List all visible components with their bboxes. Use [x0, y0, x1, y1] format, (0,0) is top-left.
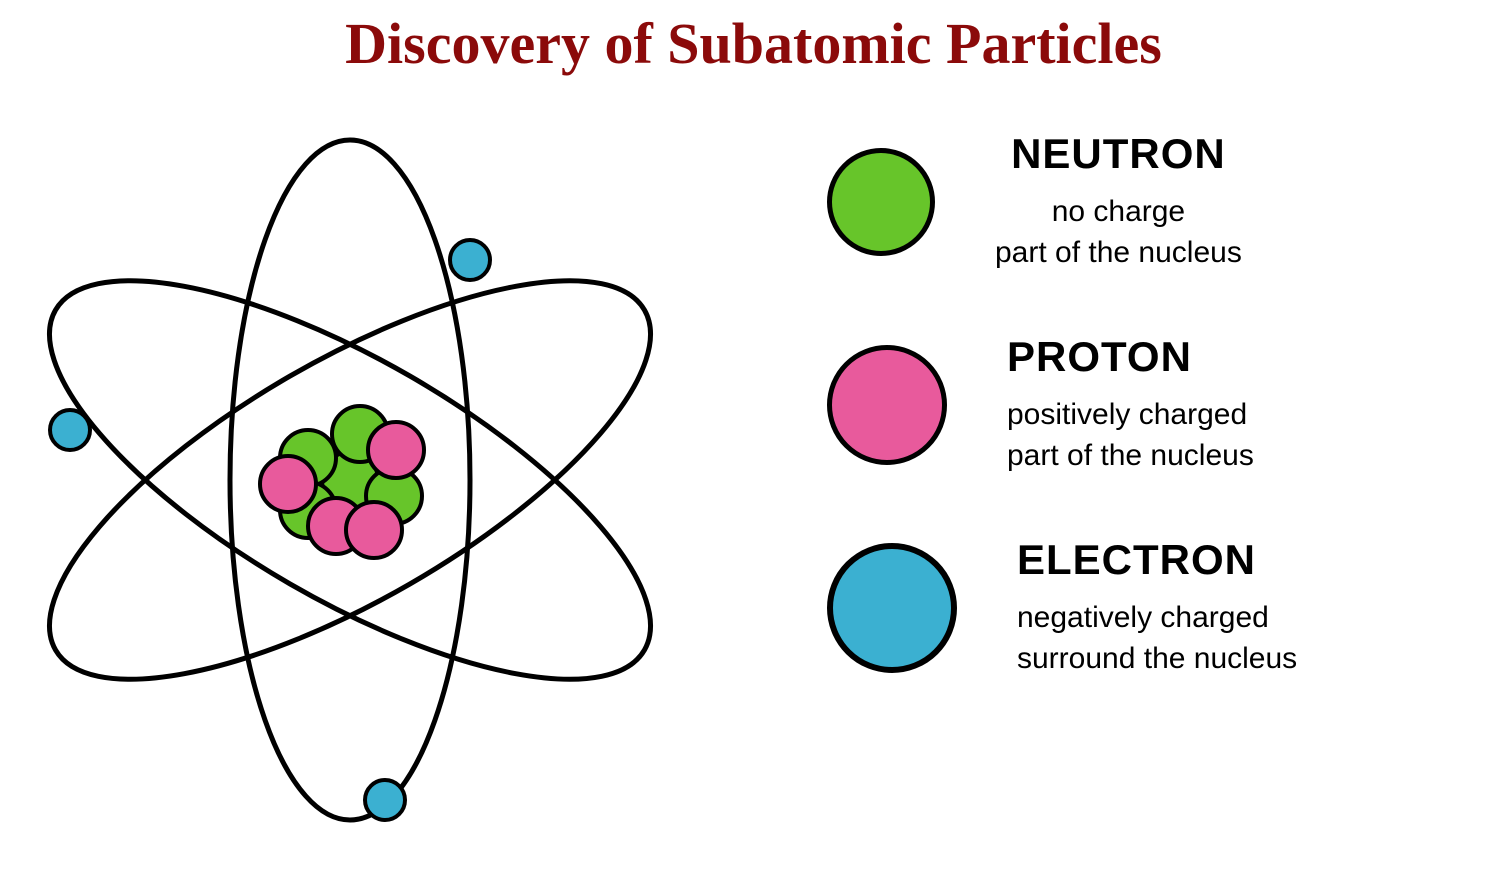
legend-circle-neutron: [827, 148, 935, 256]
nucleus-proton-8: [346, 502, 402, 558]
page-title: Discovery of Subatomic Particles: [0, 10, 1507, 77]
atom-svg: [20, 110, 680, 850]
legend-desc2-electron: surround the nucleus: [1017, 639, 1297, 680]
legend-desc2-proton: part of the nucleus: [1007, 436, 1254, 477]
legend-desc2-neutron: part of the nucleus: [995, 233, 1242, 274]
legend-text-proton: PROTON positively chargedpart of the nucl…: [1007, 333, 1254, 476]
legend-name-neutron: NEUTRON: [995, 130, 1242, 178]
legend-name-electron: ELECTRON: [1017, 536, 1297, 584]
legend-item-proton: PROTON positively chargedpart of the nucl…: [827, 333, 1467, 476]
nucleus-proton-7: [260, 456, 316, 512]
legend: NEUTRONno chargepart of the nucleusPROTO…: [827, 130, 1467, 870]
legend-text-electron: ELECTRON negatively chargedsurround the n…: [1017, 536, 1297, 679]
legend-desc1-neutron: no charge: [995, 192, 1242, 233]
legend-circle-proton: [827, 345, 947, 465]
legend-name-proton: PROTON: [1007, 333, 1254, 381]
legend-desc1-proton: positively charged: [1007, 395, 1254, 436]
orbit-electron-2: [365, 780, 405, 820]
legend-item-neutron: NEUTRON no chargepart of the nucleus: [827, 130, 1467, 273]
legend-circle-electron: [827, 543, 957, 673]
legend-text-neutron: NEUTRON no chargepart of the nucleus: [995, 130, 1242, 273]
atom-diagram: [20, 110, 680, 850]
legend-desc1-electron: negatively charged: [1017, 598, 1297, 639]
legend-item-electron: ELECTRON negatively chargedsurround the n…: [827, 536, 1467, 679]
orbit-electron-0: [450, 240, 490, 280]
orbit-electron-1: [50, 410, 90, 450]
nucleus-proton-5: [368, 422, 424, 478]
